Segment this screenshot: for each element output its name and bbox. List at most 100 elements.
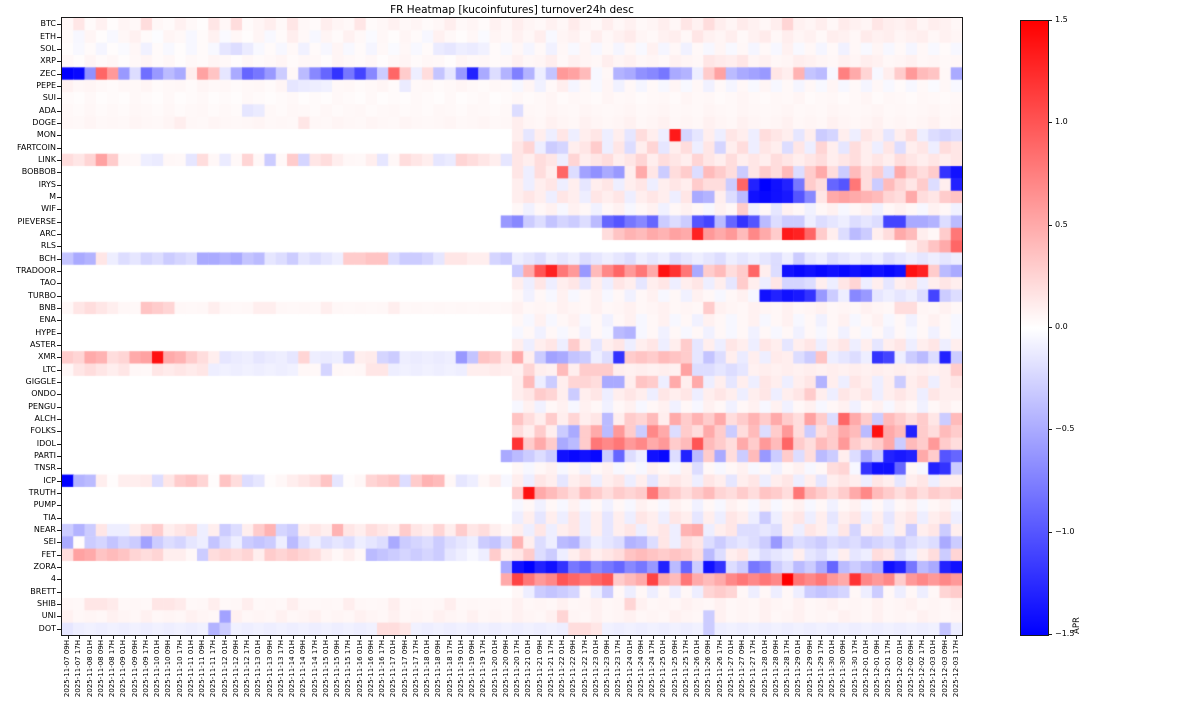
y-tick-label: FARTCOIN [17, 142, 56, 152]
x-tick-mark [832, 635, 834, 639]
y-tick-label: SHIB [37, 599, 56, 609]
x-tick-mark [348, 635, 350, 639]
y-tick-label: SUI [42, 93, 56, 103]
x-tick-mark [236, 635, 238, 639]
colorbar-tick-label: −1.0 [1055, 526, 1075, 536]
x-tick-label: 2025-11-10 01H [153, 640, 162, 698]
x-tick-label: 2025-11-12 17H [243, 640, 252, 698]
y-tick-label: ZEC [39, 68, 56, 78]
y-tick-mark [57, 604, 61, 606]
y-tick-mark [57, 394, 61, 396]
colorbar-tick-mark [1049, 20, 1052, 21]
x-tick-mark [877, 635, 879, 639]
x-tick-label: 2025-11-22 17H [580, 640, 589, 698]
colorbar-tick-label: 1.0 [1055, 117, 1068, 127]
x-tick-mark [855, 635, 857, 639]
x-tick-mark [461, 635, 463, 639]
colorbar-ticks: 1.5 1.0 0.5 0.0 −0.5 −1.0 −1.5 [1049, 15, 1089, 638]
x-tick-mark [562, 635, 564, 639]
y-tick-mark [57, 196, 61, 198]
y-tick-mark [57, 209, 61, 211]
y-tick-mark [57, 628, 61, 630]
x-tick-label: 2025-12-02 17H [918, 640, 927, 698]
x-tick-mark [663, 635, 665, 639]
x-tick-mark [146, 635, 148, 639]
x-tick-label: 2025-11-14 17H [310, 640, 319, 698]
x-tick-mark [787, 635, 789, 639]
y-tick-mark [57, 431, 61, 433]
x-tick-mark [213, 635, 215, 639]
x-tick-mark [101, 635, 103, 639]
y-tick-label: BOBBOB [21, 167, 56, 177]
x-tick-label: 2025-11-27 17H [749, 640, 758, 698]
x-tick-label: 2025-12-03 01H [929, 640, 938, 698]
y-tick-label: PARTI [33, 451, 56, 461]
x-tick-mark [551, 635, 553, 639]
y-tick-label: TAO [40, 278, 56, 288]
x-tick-label: 2025-11-17 09H [400, 640, 409, 698]
x-tick-mark [135, 635, 137, 639]
y-tick-label: NEAR [33, 525, 56, 535]
y-tick-mark [57, 73, 61, 75]
x-tick-mark [225, 635, 227, 639]
x-tick-label: 2025-11-20 09H [501, 640, 510, 698]
y-tick-mark [57, 320, 61, 322]
x-tick-mark [776, 635, 778, 639]
x-tick-label: 2025-11-28 09H [771, 640, 780, 698]
x-tick-label: 2025-11-17 17H [411, 640, 420, 698]
x-tick-label: 2025-11-23 17H [614, 640, 623, 698]
x-tick-mark [472, 635, 474, 639]
x-tick-label: 2025-11-22 09H [569, 640, 578, 698]
x-tick-label: 2025-11-25 01H [659, 640, 668, 698]
y-tick-label: ENA [39, 315, 56, 325]
colorbar [1020, 20, 1049, 636]
x-tick-mark [416, 635, 418, 639]
y-tick-mark [57, 616, 61, 618]
x-tick-mark [686, 635, 688, 639]
x-tick-mark [596, 635, 598, 639]
y-tick-label: ETH [40, 31, 56, 41]
y-tick-mark [57, 307, 61, 309]
y-tick-label: UNI [41, 611, 56, 621]
colorbar-tick-label: −1.5 [1055, 629, 1075, 638]
x-tick-label: 2025-12-01 17H [884, 640, 893, 698]
x-tick-mark [922, 635, 924, 639]
x-tick-mark [90, 635, 92, 639]
y-tick-label: LTC [42, 364, 56, 374]
y-tick-label: ARC [39, 228, 56, 238]
colorbar-tick-mark [1049, 327, 1052, 328]
x-tick-mark [202, 635, 204, 639]
x-tick-label: 2025-11-07 17H [74, 640, 83, 698]
y-tick-mark [57, 98, 61, 100]
y-tick-mark [57, 505, 61, 507]
y-tick-label: LINK [37, 154, 56, 164]
y-tick-mark [57, 85, 61, 87]
x-tick-mark [866, 635, 868, 639]
x-tick-label: 2025-11-12 01H [220, 640, 229, 698]
x-tick-label: 2025-11-29 01H [794, 640, 803, 698]
x-tick-label: 2025-11-21 17H [546, 640, 555, 698]
y-tick-label: DOT [38, 623, 56, 633]
y-tick-label: TIA [43, 512, 56, 522]
x-tick-label: 2025-11-07 09H [63, 640, 72, 698]
x-tick-label: 2025-11-18 01H [423, 640, 432, 698]
x-tick-mark [573, 635, 575, 639]
y-tick-label: FET [41, 549, 56, 559]
y-axis: BTC ETH SOL XRP ZEC PEPE SUI ADA DOGE MON FARTCOIN… [0, 18, 58, 635]
y-tick-mark [57, 419, 61, 421]
x-tick-label: 2025-11-15 17H [344, 640, 353, 698]
x-tick-label: 2025-11-16 09H [366, 640, 375, 698]
y-tick-label: FOLKS [30, 426, 56, 436]
y-tick-mark [57, 295, 61, 297]
y-tick-mark [57, 246, 61, 248]
x-tick-label: 2025-11-24 01H [625, 640, 634, 698]
y-tick-label: BCH [39, 253, 56, 263]
x-tick-label: 2025-11-27 09H [738, 640, 747, 698]
y-tick-mark [57, 135, 61, 137]
x-tick-label: 2025-12-01 09H [873, 640, 882, 698]
x-tick-mark [528, 635, 530, 639]
x-tick-mark [405, 635, 407, 639]
x-tick-mark [191, 635, 193, 639]
x-tick-label: 2025-11-23 01H [591, 640, 600, 698]
